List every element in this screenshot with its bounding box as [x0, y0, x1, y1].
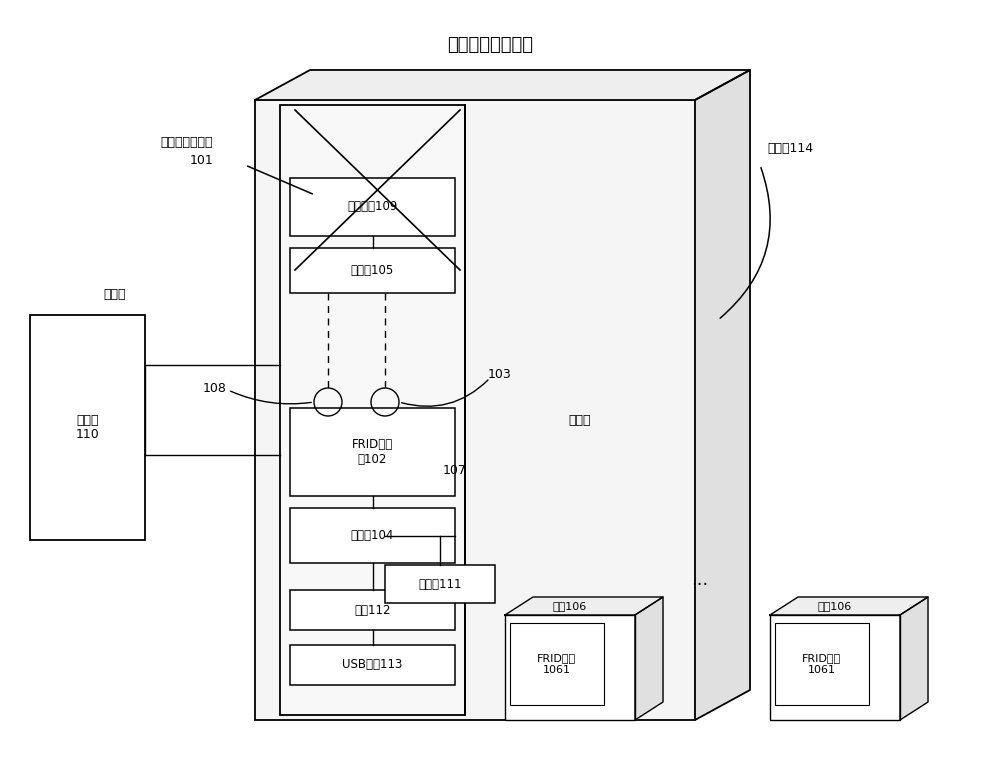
- Bar: [290, 590, 455, 630]
- Polygon shape: [505, 597, 663, 615]
- Text: FRID标签
1061: FRID标签 1061: [802, 653, 841, 675]
- Text: ...: ...: [691, 571, 709, 589]
- Polygon shape: [900, 597, 928, 720]
- Polygon shape: [770, 597, 928, 615]
- Text: 103: 103: [488, 368, 512, 381]
- Text: 自动识别物流系统: 自动识别物流系统: [447, 36, 533, 54]
- Text: 托盘106: 托盘106: [553, 601, 587, 611]
- Text: 显示器105: 显示器105: [351, 264, 394, 277]
- Bar: [290, 645, 455, 685]
- Bar: [255, 100, 695, 720]
- Text: 服务器
110: 服务器 110: [76, 414, 99, 441]
- Text: 自动识别物流门: 自动识别物流门: [160, 136, 212, 149]
- Text: 出门端: 出门端: [104, 289, 126, 302]
- Text: 机械手111: 机械手111: [418, 578, 462, 591]
- Text: 107: 107: [443, 463, 467, 476]
- Bar: [290, 408, 455, 496]
- Text: 托盘106: 托盘106: [818, 601, 852, 611]
- Text: FRID标签
1061: FRID标签 1061: [537, 653, 576, 675]
- Bar: [385, 565, 495, 603]
- Text: FRID读取
器102: FRID读取 器102: [352, 438, 393, 466]
- Text: USB接口113: USB接口113: [342, 659, 403, 672]
- Bar: [770, 615, 900, 720]
- Text: 控制器104: 控制器104: [351, 529, 394, 542]
- Bar: [290, 248, 455, 293]
- Bar: [290, 178, 455, 236]
- Text: 101: 101: [190, 153, 214, 166]
- Bar: [280, 105, 465, 715]
- Polygon shape: [255, 70, 750, 100]
- Bar: [510, 623, 604, 705]
- Bar: [505, 615, 635, 720]
- Text: 通讯设备109: 通讯设备109: [347, 201, 398, 214]
- Text: 安检门114: 安检门114: [767, 142, 813, 155]
- Text: 108: 108: [203, 381, 227, 394]
- Bar: [775, 623, 869, 705]
- Polygon shape: [635, 597, 663, 720]
- Bar: [30, 315, 145, 540]
- Text: 入门端: 入门端: [569, 414, 591, 427]
- Polygon shape: [695, 70, 750, 720]
- Text: 网口112: 网口112: [354, 604, 391, 617]
- Bar: [290, 508, 455, 563]
